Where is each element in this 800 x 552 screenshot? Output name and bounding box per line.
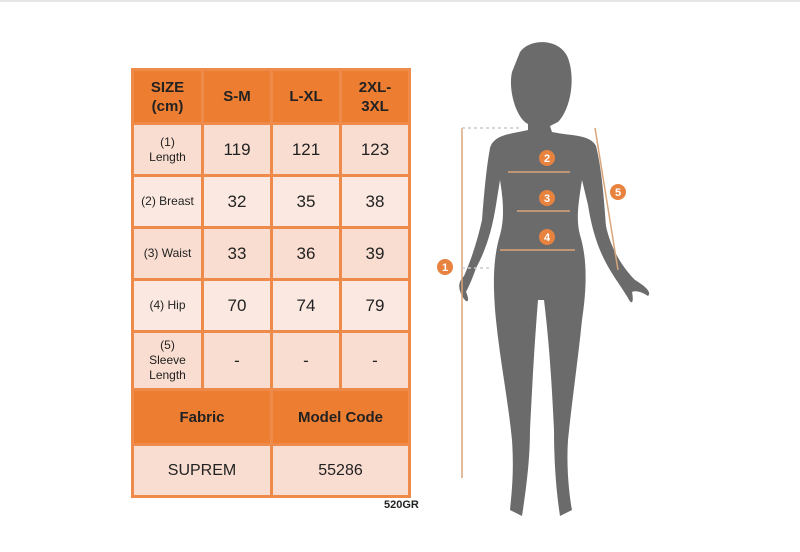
header-2xl-3xl: 2XL-3XL: [339, 68, 411, 125]
cell: 35: [270, 174, 342, 229]
cell: 38: [339, 174, 411, 229]
model-code-label: Model Code: [270, 388, 411, 446]
label-text: (1): [160, 134, 175, 149]
table-header-row: SIZE (cm) S-M L-XL 2XL-3XL: [131, 68, 411, 125]
fabric-label: Fabric: [131, 388, 273, 446]
row-label: (5) Sleeve Length: [131, 330, 204, 391]
table-row: (4) Hip 70 74 79: [131, 278, 411, 333]
cell: 32: [201, 174, 273, 229]
header-text: SIZE: [150, 78, 185, 96]
cell: 74: [270, 278, 342, 333]
label-text: Length: [149, 368, 186, 382]
table-row: (3) Waist 33 36 39: [131, 226, 411, 281]
cell: 70: [201, 278, 273, 333]
row-label: (2) Breast: [131, 174, 204, 229]
cell: -: [270, 330, 342, 391]
row-label: (3) Waist: [131, 226, 204, 281]
fabric-value: SUPREM: [131, 443, 273, 498]
cell: 121: [270, 122, 342, 177]
marker-2-icon: [539, 150, 555, 166]
top-divider: [0, 0, 800, 2]
cell: 36: [270, 226, 342, 281]
sleeve-line: [594, 127, 619, 271]
marker-1-icon: [437, 259, 453, 275]
header-size: SIZE (cm): [131, 68, 204, 125]
cell: -: [201, 330, 273, 391]
body-measurement-figure: 1 2 3 4 5: [437, 42, 650, 517]
woman-silhouette: [459, 42, 650, 517]
header-l-xl: L-XL: [270, 68, 342, 125]
fabric-header-row: Fabric Model Code: [131, 388, 411, 446]
cell: 119: [201, 122, 273, 177]
marker-circles: [437, 150, 626, 275]
label-text: Sleeve: [149, 353, 186, 367]
size-chart-table: SIZE (cm) S-M L-XL 2XL-3XL (1) Length 119 …: [131, 68, 411, 498]
cell: 123: [339, 122, 411, 177]
marker-label: 5: [615, 187, 621, 199]
label-text: Length: [149, 149, 186, 164]
model-code-value: 55286: [270, 443, 411, 498]
cell: -: [339, 330, 411, 391]
cell: 39: [339, 226, 411, 281]
measurement-lines: [461, 127, 619, 478]
cell: 79: [339, 278, 411, 333]
marker-3-icon: [539, 190, 555, 206]
marker-5-icon: [610, 184, 626, 200]
fabric-value-row: SUPREM 55286: [131, 443, 411, 498]
label-text: (5): [160, 338, 175, 352]
row-label: (4) Hip: [131, 278, 204, 333]
header-s-m: S-M: [201, 68, 273, 125]
marker-label: 1: [442, 262, 448, 274]
table-row: (5) Sleeve Length - - -: [131, 330, 411, 391]
marker-label: 2: [544, 153, 550, 165]
row-label: (1) Length: [131, 122, 204, 177]
table-row: (1) Length 119 121 123: [131, 122, 411, 177]
marker-4-icon: [539, 229, 555, 245]
header-text: (cm): [151, 97, 184, 115]
marker-label: 4: [544, 232, 551, 244]
table-row: (2) Breast 32 35 38: [131, 174, 411, 229]
marker-label: 3: [544, 193, 550, 205]
header-text: 2XL-3XL: [358, 78, 392, 115]
weight-code: 520GR: [384, 499, 419, 511]
cell: 33: [201, 226, 273, 281]
